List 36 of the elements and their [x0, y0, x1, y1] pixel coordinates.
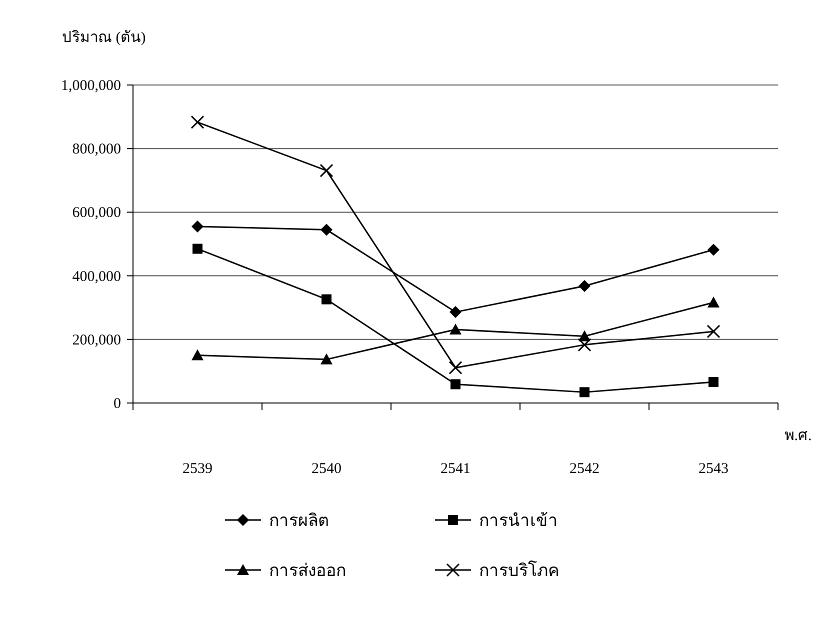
- point: [190, 115, 204, 129]
- x-tick-label: 2539: [182, 461, 212, 477]
- y-tick-label: 400,000: [72, 268, 121, 285]
- y-tick-label: 200,000: [72, 332, 121, 348]
- point: [450, 306, 462, 318]
- legend-label: การนำเข้า: [479, 511, 558, 530]
- point: [580, 387, 590, 398]
- point: [578, 338, 592, 352]
- x-axis-title: พ.ศ.: [784, 428, 812, 444]
- point: [450, 324, 462, 335]
- legend-label: การผลิต: [269, 511, 329, 530]
- legend-label: การบริโภค: [479, 560, 559, 580]
- x-tick-label: 2543: [698, 461, 728, 477]
- y-tick-label: 0: [114, 396, 121, 412]
- point: [706, 324, 720, 338]
- point: [320, 353, 332, 364]
- point: [322, 294, 332, 304]
- point: [708, 244, 720, 256]
- y-axis-title: ปริมาณ (ตัน): [62, 29, 146, 46]
- point: [320, 164, 334, 178]
- point: [708, 296, 720, 308]
- y-tick-label: 800,000: [72, 142, 121, 158]
- legend-label: การส่งออก: [269, 561, 346, 580]
- point: [708, 377, 718, 388]
- x-tick-label: 2540: [312, 461, 342, 477]
- point: [578, 280, 590, 292]
- point: [192, 220, 204, 233]
- point: [450, 379, 460, 390]
- x-tick-label: 2542: [570, 461, 600, 477]
- point: [448, 360, 462, 374]
- point: [192, 349, 204, 360]
- y-tick-label: 600,000: [72, 205, 121, 222]
- point: [192, 244, 202, 254]
- x-tick-label: 2541: [440, 461, 470, 477]
- y-tick-label: 1,000,000: [61, 78, 121, 94]
- point: [320, 224, 332, 236]
